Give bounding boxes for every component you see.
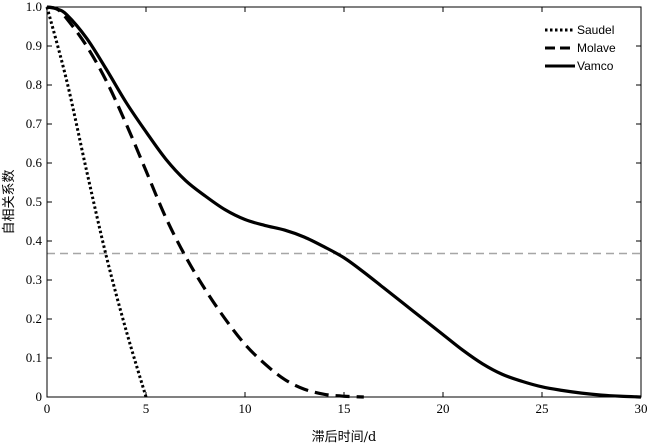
y-tick-label: 0.5 [26,194,42,209]
y-tick-label: 0.8 [26,77,42,92]
series-line-vamco [46,5,642,399]
y-tick-label: 0.6 [26,155,43,170]
y-tick-label: 0.1 [26,350,42,365]
x-tick-label: 10 [239,401,252,416]
y-tick-label: 0.2 [26,311,42,326]
x-tick-label: 15 [338,401,351,416]
x-tick-label: 30 [635,401,648,416]
legend-label-vamco: Vamco [577,59,614,73]
y-tick-label: 0.7 [26,116,43,131]
y-tick-label: 0.3 [26,272,42,287]
x-tick-label: 25 [536,401,549,416]
y-tick-label: 0.9 [26,38,42,53]
legend-label-saudel: Saudel [577,23,614,37]
tick-layer: 0 5 10 15 20 25 30 0 0.1 0.2 0.3 0.4 0.5 0.6 0.7 0.8 0.9… [26,0,648,416]
x-tick-label: 20 [437,401,450,416]
x-axis-label: 滞后时间/d [312,430,377,445]
series-line-molave [46,5,364,399]
series-layer [45,5,642,399]
x-tick-label: 0 [44,401,51,416]
plot-area [47,7,641,397]
legend: Saudel Molave Vamco [545,23,616,73]
series-line-saudel [45,6,148,398]
y-tick-label: 0 [36,389,43,404]
y-axis-label: 自相关系数 [2,169,17,234]
y-tick-label: 0.4 [26,233,43,248]
y-tick-label: 1.0 [26,0,42,14]
x-tick-label: 5 [143,401,150,416]
legend-label-molave: Molave [577,41,616,55]
